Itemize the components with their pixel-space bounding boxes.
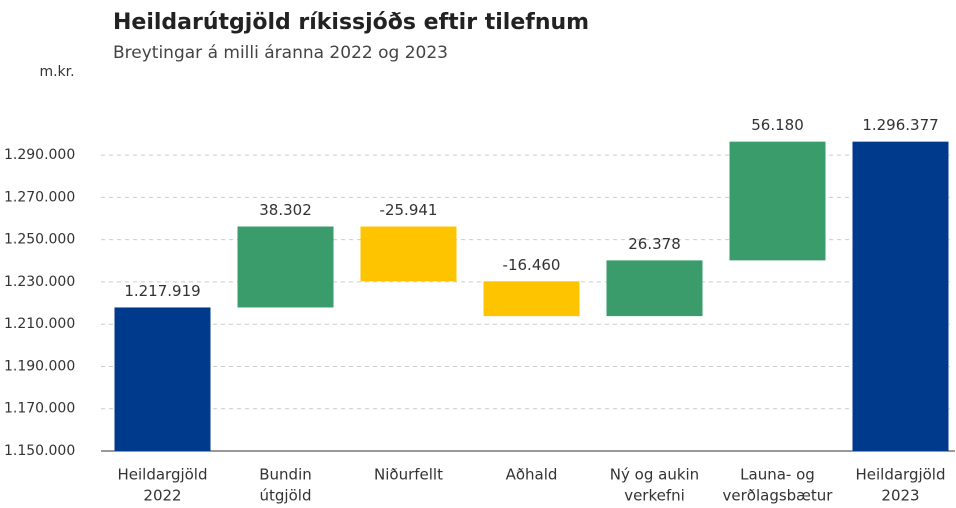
value-label: 26.378 xyxy=(628,235,681,253)
y-axis-label: m.kr. xyxy=(39,64,74,80)
value-label: 1.217.919 xyxy=(124,282,200,300)
y-tick-label: 1.210.000 xyxy=(4,316,75,332)
x-tick-label: Heildargjöld xyxy=(117,466,207,484)
y-tick-label: 1.150.000 xyxy=(4,443,75,459)
x-tick-label: útgjöld xyxy=(260,487,312,505)
bar xyxy=(237,226,334,308)
y-tick-label: 1.230.000 xyxy=(4,274,75,290)
y-tick-label: 1.290.000 xyxy=(4,147,75,163)
x-tick-label: Heildargjöld xyxy=(855,466,945,484)
chart-title: Heildarútgjöld ríkissjóðs eftir tilefnum xyxy=(113,10,589,35)
x-tick-label: Launa- og xyxy=(740,466,815,484)
bar xyxy=(729,141,826,261)
x-tick-label: verkefni xyxy=(624,487,685,505)
chart-subtitle: Breytingar á milli áranna 2022 og 2023 xyxy=(113,43,448,63)
value-label: 1.296.377 xyxy=(862,116,938,134)
y-tick-label: 1.250.000 xyxy=(4,232,75,248)
bar xyxy=(360,226,457,282)
x-tick-label: Ný og aukin xyxy=(610,466,699,484)
value-label: -25.941 xyxy=(380,201,438,219)
x-tick-label: Niðurfellt xyxy=(374,466,443,484)
bar xyxy=(606,260,703,317)
y-tick-label: 1.170.000 xyxy=(4,401,75,417)
y-tick-label: 1.190.000 xyxy=(4,358,75,374)
bar xyxy=(114,307,211,451)
y-tick-label: 1.270.000 xyxy=(4,189,75,205)
x-tick-label: 2022 xyxy=(143,487,181,505)
x-tick-label: Bundin xyxy=(259,466,312,484)
value-label: -16.460 xyxy=(503,256,561,274)
bar xyxy=(483,281,580,317)
x-tick-label: Aðhald xyxy=(506,466,558,484)
x-tick-label: 2023 xyxy=(881,487,919,505)
bar xyxy=(852,141,949,451)
x-tick-label: verðlagsbætur xyxy=(723,487,834,505)
value-label: 38.302 xyxy=(259,201,312,219)
value-label: 56.180 xyxy=(751,116,804,134)
